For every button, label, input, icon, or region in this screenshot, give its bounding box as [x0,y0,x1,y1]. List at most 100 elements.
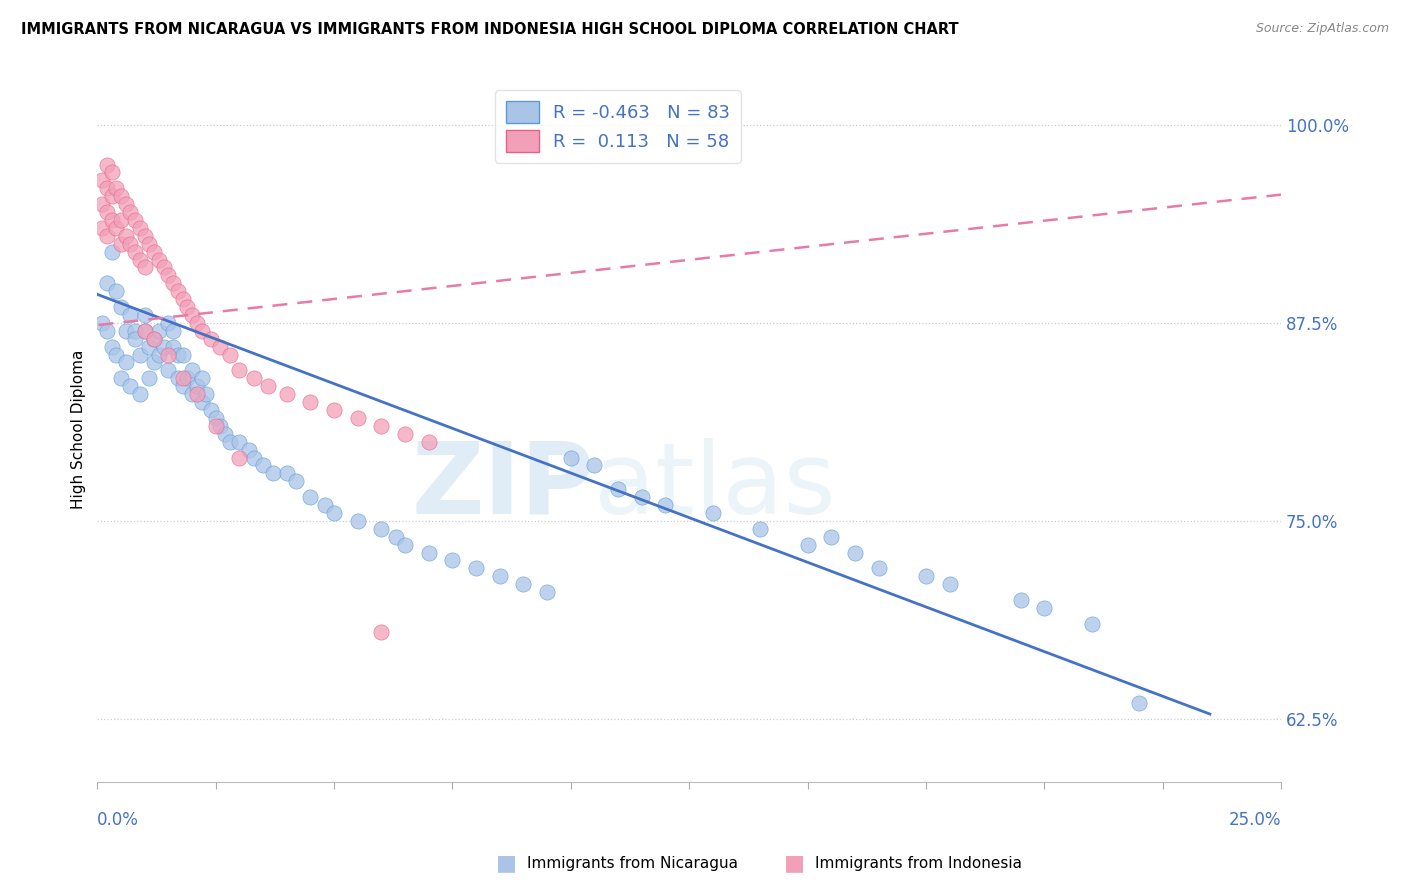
Point [242,450,264,465]
Point [134,324,156,338]
Point [114,355,136,369]
Point [134,260,156,275]
Point [915,569,938,583]
Point [820,530,842,544]
Point [214,426,236,441]
Point [157,268,180,283]
Point [228,434,250,449]
Point [285,475,308,489]
Point [1033,601,1056,615]
Point [91,173,114,187]
Point [148,252,170,267]
Point [394,426,416,441]
Point [176,371,198,385]
Point [152,340,174,354]
Point [868,561,890,575]
Point [100,340,122,354]
Point [110,371,132,385]
Point [181,308,204,322]
Point [124,244,146,259]
Point [512,577,534,591]
Point [583,458,606,473]
Point [219,434,242,449]
Text: 25.0%: 25.0% [1229,811,1281,829]
Point [394,538,416,552]
Point [96,277,118,291]
Point [152,260,174,275]
Point [114,197,136,211]
Point [200,332,222,346]
Point [105,220,128,235]
Point [209,418,232,433]
Point [134,228,156,243]
Point [96,205,118,219]
Point [256,379,278,393]
Point [654,498,676,512]
Text: ■: ■ [785,854,804,873]
Point [100,189,122,203]
Point [129,348,152,362]
Point [441,553,464,567]
Point [418,545,440,559]
Point [91,197,114,211]
Point [370,418,392,433]
Point [143,332,166,346]
Point [749,522,772,536]
Text: Immigrants from Nicaragua: Immigrants from Nicaragua [527,856,738,871]
Y-axis label: High School Diploma: High School Diploma [72,351,86,509]
Point [120,205,142,219]
Point [96,324,118,338]
Point [630,490,652,504]
Point [105,284,128,298]
Point [844,545,866,559]
Point [370,522,392,536]
Point [186,379,208,393]
Point [100,165,122,179]
Point [172,348,194,362]
Point [252,458,274,473]
Point [96,157,118,171]
Point [488,569,510,583]
Point [166,371,188,385]
Point [124,332,146,346]
Point [110,300,132,314]
Point [162,324,184,338]
Point [200,403,222,417]
Point [346,514,368,528]
Point [796,538,818,552]
Point [465,561,488,575]
Point [134,308,156,322]
Point [299,395,322,409]
Point [1080,616,1102,631]
Point [607,482,630,496]
Text: atlas: atlas [595,438,837,534]
Point [105,348,128,362]
Point [536,585,558,599]
Point [157,348,180,362]
Point [100,244,122,259]
Point [110,189,132,203]
Text: 0.0%: 0.0% [97,811,139,829]
Point [143,244,166,259]
Point [176,300,198,314]
Point [91,220,114,235]
Point [148,348,170,362]
Point [186,387,208,401]
Point [120,308,142,322]
Point [138,371,160,385]
Point [560,450,582,465]
Point [418,434,440,449]
Point [186,316,208,330]
Point [242,371,264,385]
Point [276,467,298,481]
Point [1128,696,1150,710]
Point [110,213,132,227]
Point [172,371,194,385]
Point [190,324,212,338]
Point [96,181,118,195]
Point [299,490,322,504]
Text: IMMIGRANTS FROM NICARAGUA VS IMMIGRANTS FROM INDONESIA HIGH SCHOOL DIPLOMA CORRE: IMMIGRANTS FROM NICARAGUA VS IMMIGRANTS … [21,22,959,37]
Point [938,577,960,591]
Point [181,363,204,377]
Point [91,316,114,330]
